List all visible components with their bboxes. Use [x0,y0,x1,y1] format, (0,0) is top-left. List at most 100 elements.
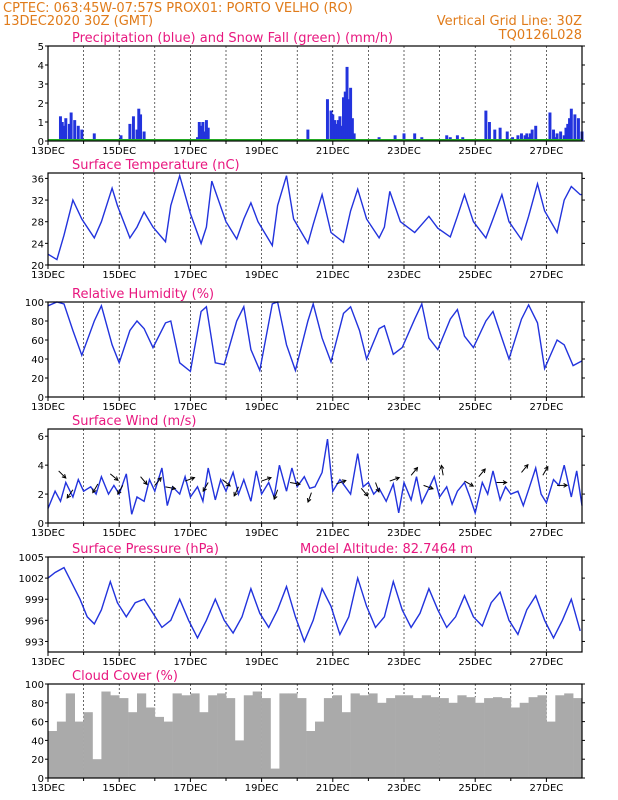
wind-arrow-head [363,491,369,497]
precip-bar [530,129,534,141]
wind-arrow [66,489,74,499]
precip-bar [525,133,529,141]
wind-arrow [389,477,400,482]
wind-arrow [307,492,312,503]
wind-arrow [165,486,176,490]
x-tick-label: 27DEC [530,146,564,157]
y-tick-label: 0 [38,519,44,530]
x-tick-label: 15DEC [102,657,136,668]
x-tick-label: 27DEC [530,402,564,413]
cloud-bar [412,698,423,778]
cloud-bar [421,695,431,778]
cloud-bar [564,693,574,778]
cloud-bar [439,698,449,778]
precip-bar [67,123,71,141]
x-tick-label: 13DEC [31,146,65,157]
x-tick-label: 21DEC [316,657,350,668]
cloud-bar [555,695,565,778]
precip-bar [131,116,135,141]
cloud-bar [323,698,334,778]
precip-bar [135,129,139,141]
cloud-bar [190,693,200,778]
precip-bar [555,133,559,141]
cloud-bar [261,698,271,778]
x-tick-label: 25DEC [458,657,492,668]
precip-bar [568,118,572,141]
wind-arrow-head [395,476,401,481]
precip-bar [206,127,210,141]
y-tick-label: 1005 [19,553,44,564]
cloud-bar [404,695,414,778]
header-grid-line: Vertical Grid Line: 30Z [436,14,582,29]
wind-arrow-head [544,465,549,471]
precip-bar [62,125,66,141]
x-tick-label: 15DEC [102,270,136,281]
precip-bar [201,122,205,141]
precip-bar [331,114,335,141]
precip-bar [128,123,132,141]
precip-bar [203,131,207,141]
precip-bar [69,112,73,141]
series-line [47,301,583,373]
series-line [47,438,583,516]
x-tick-label: 13DEC [31,402,65,413]
precip-bar [197,122,201,141]
cloud-bar [510,707,520,778]
wind-arrow-head [524,463,529,469]
precip-bar [333,120,337,141]
wind-arrow [521,464,529,473]
wind-arrow [140,476,148,485]
wind-arrow-head [502,480,508,485]
y-tick-label: 6 [38,432,44,443]
precip-bar [498,127,502,141]
wind-arrow-head [306,498,312,503]
panel-title: Precipitation (blue) and Snow Fall (gree… [72,31,393,46]
wind-arrow-head [66,493,72,499]
x-tick-label: 17DEC [174,402,208,413]
cloud-bar [83,712,93,778]
y-tick-label: 100 [25,680,44,691]
precip-bar [505,131,509,141]
x-tick-label: 15DEC [102,402,136,413]
x-tick-label: 17DEC [174,657,208,668]
cloud-bar [466,697,476,778]
wind-arrow-head [481,468,486,474]
wind-arrow [92,483,99,493]
x-tick-label: 23DEC [387,657,421,668]
cloud-bar [163,721,173,778]
cloud-bar [199,712,209,778]
precip-bar [445,135,449,141]
cloud-bar [48,731,58,778]
cloud-bar [448,702,458,778]
y-tick-label: 0 [38,774,44,785]
cloud-bar [315,721,325,778]
x-tick-label: 25DEC [458,146,492,157]
cloud-bar [101,691,111,778]
precip-bar [562,135,566,141]
cloud-bar [528,697,538,778]
cloud-bar [350,693,360,778]
cloud-bar [395,695,405,778]
wind-arrow [154,477,162,486]
y-tick-label: 1 [38,118,44,129]
y-tick-label: 80 [31,317,44,328]
cloud-bar [297,698,307,778]
cloud-bar [92,759,102,778]
series-line [47,173,582,261]
precip-bar [413,133,417,141]
x-tick-label: 21DEC [316,783,350,794]
cloud-bar [501,698,512,778]
wind-arrow [261,477,272,482]
x-tick-label: 15DEC [102,146,136,157]
series-line [47,566,581,644]
wind-arrow [375,482,380,493]
x-tick-label: 25DEC [458,528,492,539]
precip-bar [60,122,64,141]
y-tick-label: 40 [31,736,44,747]
precip-bar [345,66,349,141]
x-tick-label: 19DEC [245,783,279,794]
precip-bar [137,108,141,141]
cloud-bar [181,695,191,778]
x-tick-label: 17DEC [174,146,208,157]
wind-arrow-head [563,483,569,488]
